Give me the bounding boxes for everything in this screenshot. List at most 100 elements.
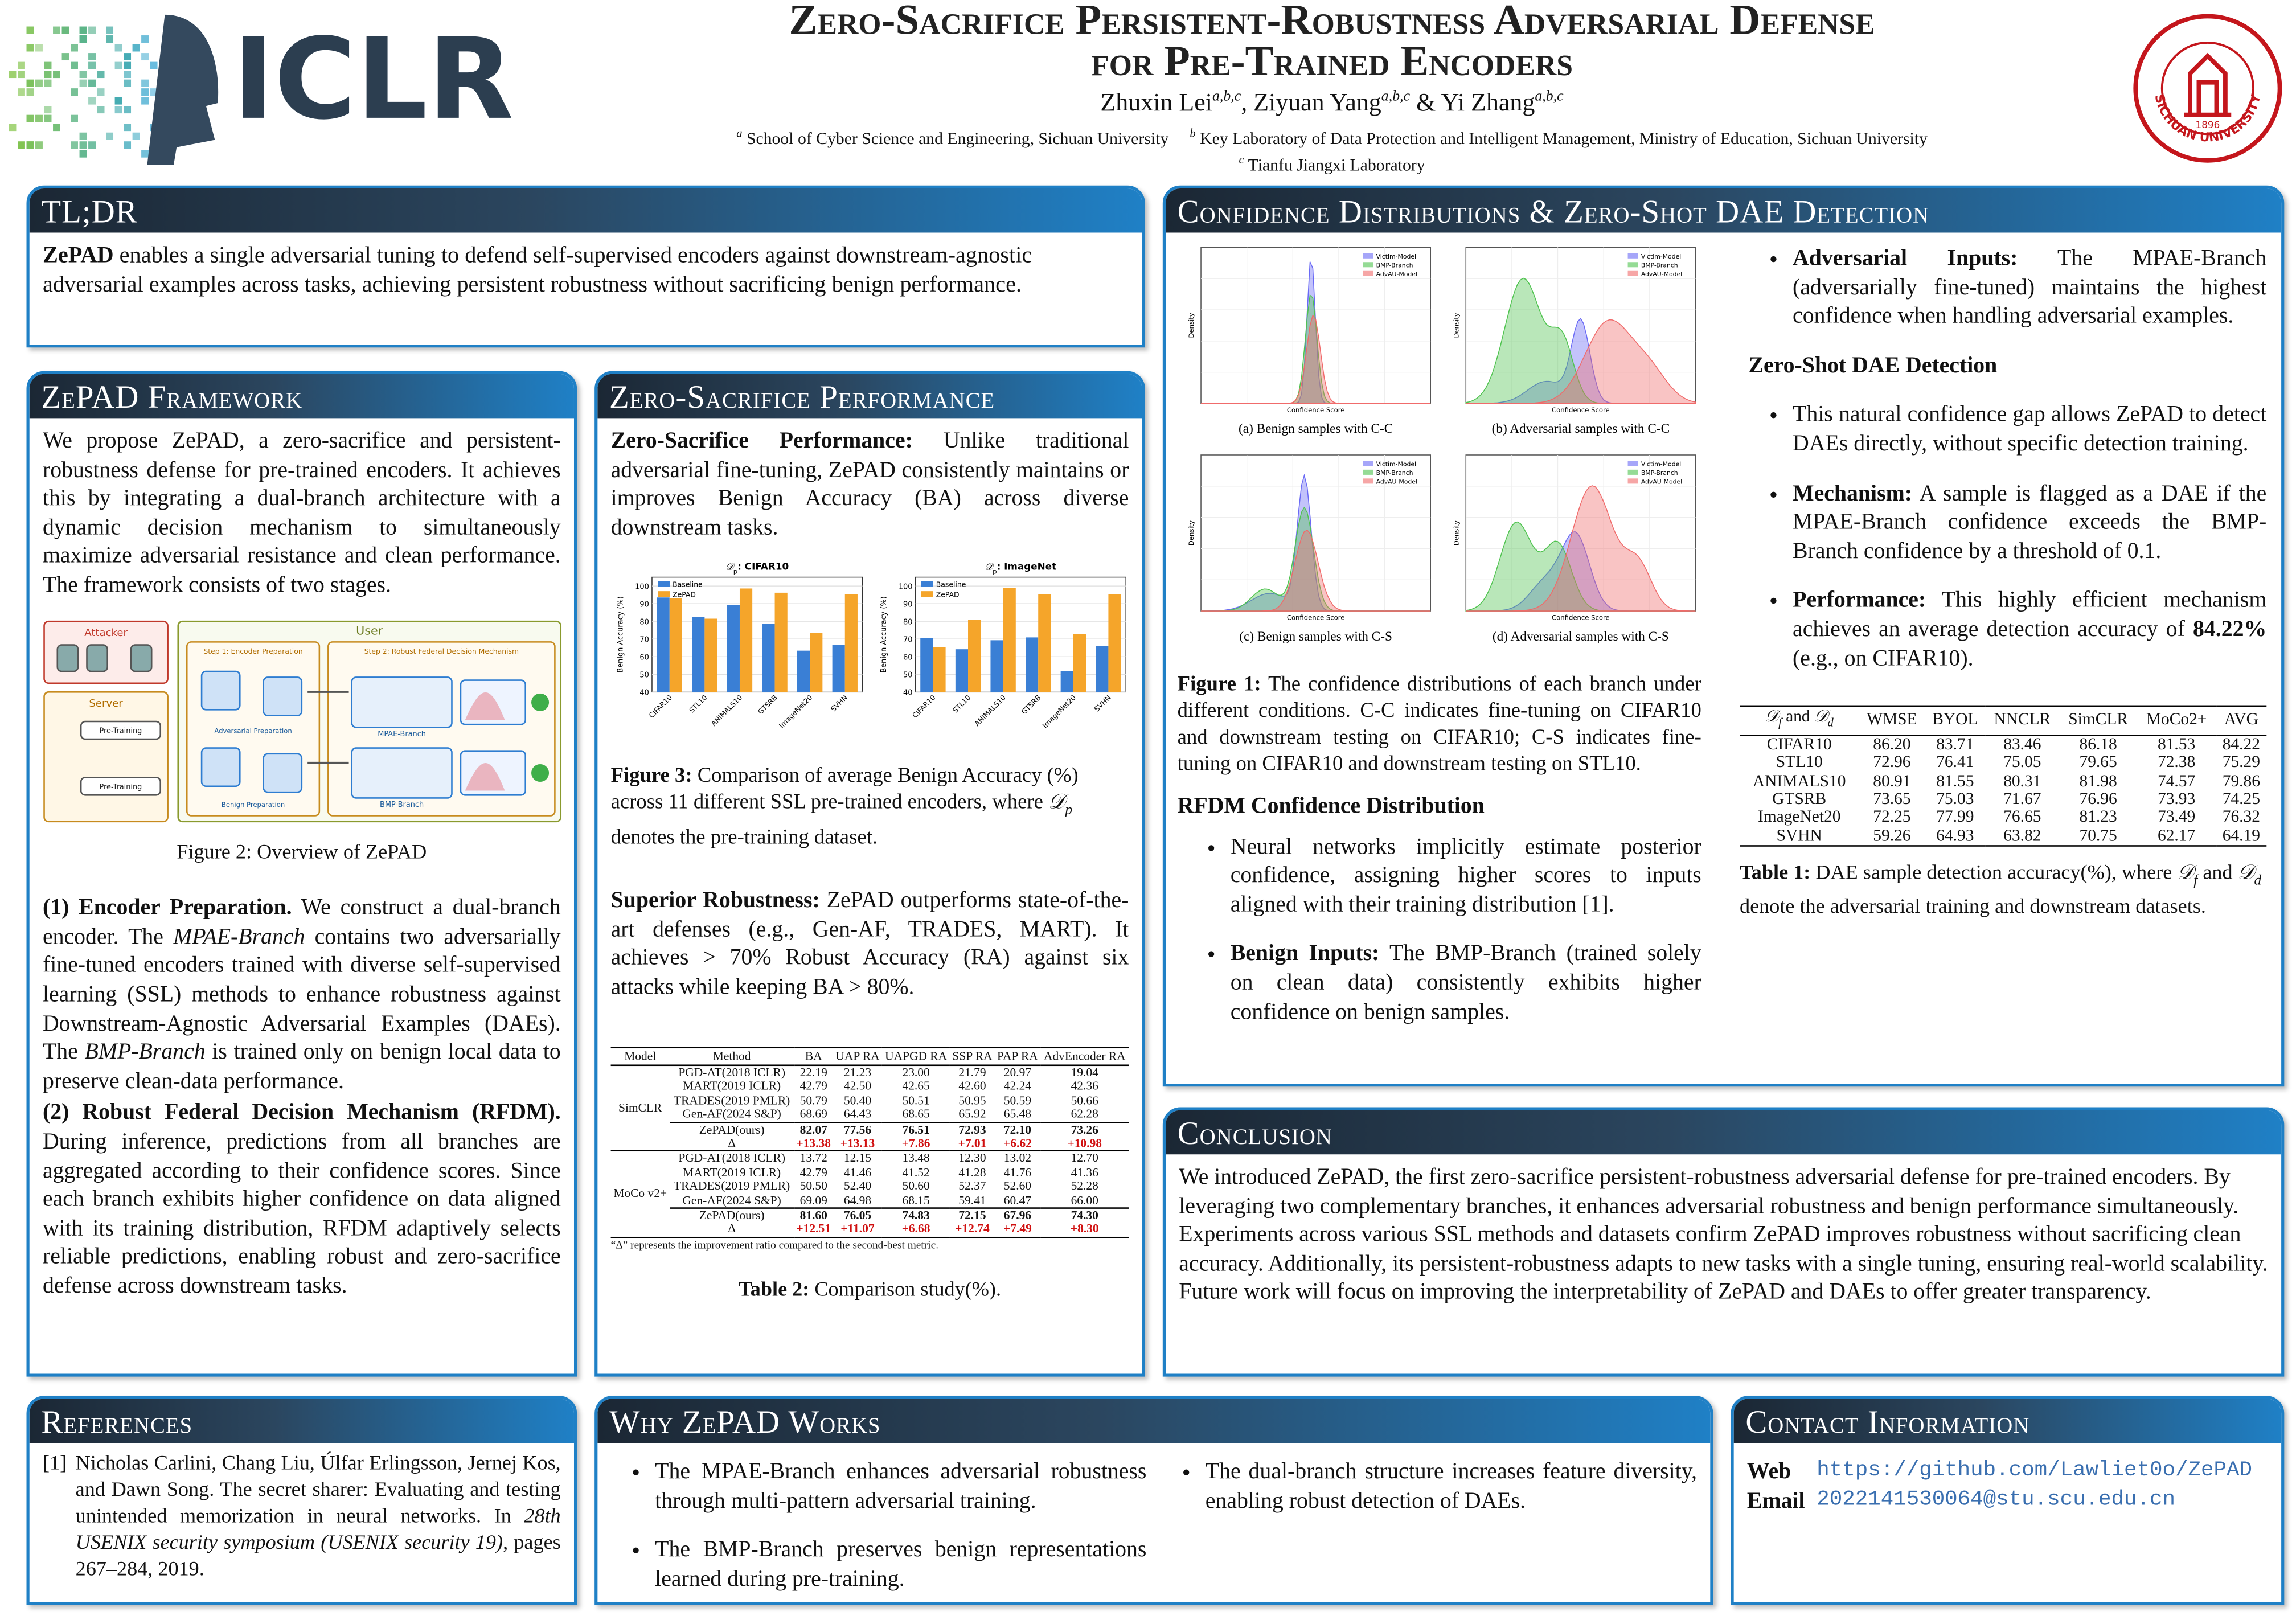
logo-pixel [79,71,87,79]
logo-pixel [124,61,132,69]
y-tick-label: 80 [639,618,649,627]
header-cell: PAP RA [994,1047,1041,1067]
pb: [1] Nicholas Carlini, Chang Liu, Úlfar E… [30,1443,574,1593]
y-axis-label: Density [1187,520,1195,546]
logo-pixel [114,97,122,105]
logo-pixel [141,35,149,43]
value-cell: +11.07 [840,1223,875,1236]
framework-panel: ZePAD Framework We propose ZePAD, a zero… [26,371,577,1377]
logo-pixel [53,26,60,34]
logo-pixel [9,124,17,132]
y-axis-label: Density [1452,313,1460,338]
text-run: Comparison of average Benign Accuracy (%… [610,764,1079,815]
value-cell: 83.71 [1936,736,1974,754]
legend-label: Victim-Model [1641,253,1681,260]
text-run: contains two adversarially fine-tuned en… [42,924,561,1065]
header-row: 𝒟f and 𝒟d WMSE BYOL NNCLR SimCLR MoCo2+ AVG [1739,706,2267,736]
value-cell: 81.60 [794,1207,834,1223]
value-cell: 70.75 [2079,827,2117,845]
bold-text: : CIFAR10 [737,561,789,573]
logo-pixel [88,141,96,149]
logo-pixel [44,106,52,114]
logo-pixel [71,114,78,122]
paragraph: (2) Robust Federal Decision Mechanism (R… [43,1099,561,1301]
header-cell: Method [669,1047,794,1067]
logo-pixel [97,71,105,79]
value-cell: 13.48 [882,1150,950,1166]
text-run: This highly efficient mechanism achieves… [1793,588,2267,642]
diagram-label: BMP-Branch [380,800,424,809]
contact-label: Email [1746,1488,1805,1514]
logo-pixel [88,97,96,105]
italic-text: MPAE-Branch [173,924,305,950]
value-cell: 81.53 [2157,736,2196,754]
paragraph: We introduced ZePAD, the first zero-sacr… [1179,1163,2268,1307]
plot-caption: (d) Adversarial samples with C-S [1493,629,1669,644]
x-tick-label: ImageNet20 [777,694,814,731]
diagram-label: Step 1: Encoder Preparation [203,646,302,655]
paragraph: ZePAD enables a single adversarial tunin… [43,241,1129,299]
bar [727,605,740,693]
affil-mark: b [1190,126,1196,140]
diagram-label: Pre-Training [99,782,142,791]
logo-pixel [18,61,25,69]
value-cell: 72.38 [2157,754,2196,772]
contact-link[interactable]: 2022141530064@stu.scu.edu.cn [1817,1488,2175,1512]
bullet-item: The MPAE-Branch enhances adversarial rob… [655,1458,1146,1515]
sub-text: d [2254,873,2262,889]
encoder-icon [263,752,303,793]
iclr-logo: ICLR [9,15,514,165]
bullet-list: The MPAE-Branch enhances adversarial rob… [611,1458,1697,1594]
text-run: (e.g., on CIFAR10). [1793,645,1974,671]
logo-pixel [79,35,87,43]
logo-pixel [35,114,43,122]
contact-link[interactable]: https://github.com/Lawliet0o/ZePAD [1817,1459,2252,1483]
title-line: for Pre-Trained Encoders [1091,38,1573,85]
table-row: MART(2019 ICLR) 42.79 41.46 41.52 41.28 41.76… [611,1166,1129,1179]
value-cell: 68.65 [902,1107,930,1121]
bar [968,620,981,693]
subheading: Zero-Shot DAE Detection [1748,353,1998,378]
value-cell: 75.29 [2222,754,2261,772]
bold-text: Figure 1: [1177,672,1261,697]
value-cell: 22.19 [794,1064,834,1080]
method-cell: Gen-AF(2024 S&P) [682,1194,781,1207]
value-cell: 64.93 [1936,827,1974,845]
bullet-list: Adversarial Inputs: The MPAE-Branch (adv… [1740,244,2266,331]
italic-text: 𝒟 [1814,708,1828,727]
table-row: STL10 72.96 76.41 75.05 79.65 72.38 75.29 [1740,754,2266,772]
value-cell: 76.05 [833,1207,883,1223]
x-tick-label: ImageNet20 [1041,694,1078,731]
legend-label: BMP-Branch [1376,261,1413,269]
text-run: This natural confidence gap allows ZePAD… [1793,402,2267,457]
method-cell: PGD-AT(2018 ICLR) [669,1064,794,1080]
dataset-cell: SVHN [1776,827,1822,845]
x-tick-label: STL10 [951,694,973,715]
header-cell: NNCLR [1985,706,2060,736]
value-cell: 13.72 [794,1150,834,1166]
value-cell: 86.20 [1873,736,1911,754]
diagram-label: Adversarial Preparation [214,727,292,735]
value-cell: 80.91 [1873,772,1911,790]
value-cell: 79.65 [2079,754,2117,772]
legend-label: AdvAU-Model [1641,270,1682,278]
header-cell: UAP RA [833,1047,883,1067]
diagram-label: Server [89,697,123,709]
italic-text: 𝒟 [1048,791,1065,815]
sub-text: f [2194,873,2198,889]
value-cell: +10.98 [1067,1137,1102,1150]
bullet-item: The BMP-Branch preserves benign represen… [655,1536,1146,1593]
value-cell: 65.92 [958,1107,986,1121]
logo-pixel [124,79,132,87]
table-row: MoCo v2+ PGD-AT(2018 ICLR) 13.72 12.15 13.48… [610,1150,1129,1237]
pretrain-box [80,720,162,740]
diagram-label: Step 2: Robust Federal Decision Mechanis… [364,646,519,655]
legend-swatch [1363,478,1374,484]
figure-caption: Figure 1: The confidence distributions o… [1178,671,1702,777]
diagram-label: MPAE-Branch [378,729,426,738]
value-cell: 69.09 [800,1194,827,1207]
logo-pixel [26,44,34,52]
logo-pixel [150,61,158,69]
